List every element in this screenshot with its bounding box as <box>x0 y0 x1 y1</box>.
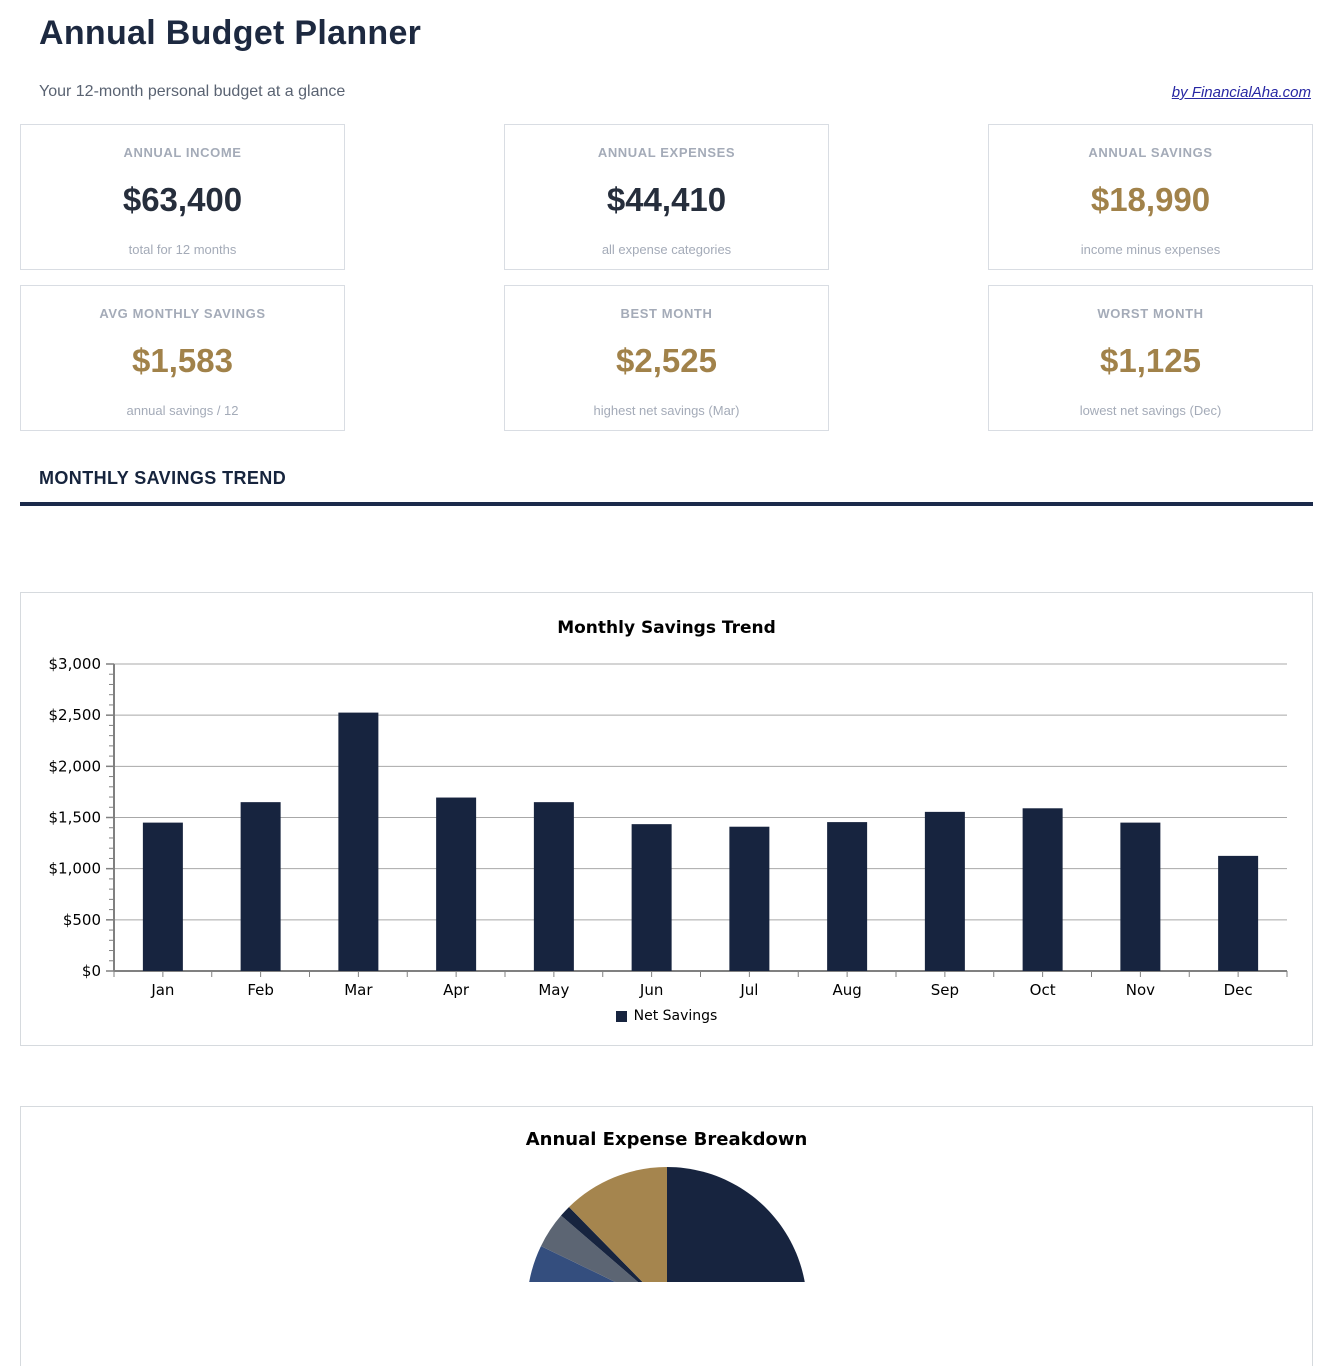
section-divider <box>20 502 1313 506</box>
page-header: Annual Budget Planner <box>20 0 1313 53</box>
x-label-apr: Apr <box>443 981 470 999</box>
stat-subtext: total for 12 months <box>128 242 237 257</box>
chart-legend: Net Savings <box>21 1008 1312 1024</box>
stats-row-2: AVG MONTHLY SAVINGS $1,583 annual saving… <box>20 285 1313 431</box>
x-label-jul: Jul <box>739 981 758 999</box>
stat-subtext: lowest net savings (Dec) <box>1079 403 1222 418</box>
page-title: Annual Budget Planner <box>39 14 422 52</box>
gold-slice <box>569 1167 667 1282</box>
x-label-jun: Jun <box>639 981 663 999</box>
bar-oct <box>1022 808 1063 971</box>
bar-aug <box>827 822 868 971</box>
annual-expense-pie-chart <box>529 1167 805 1282</box>
stat-subtext: highest net savings (Mar) <box>593 403 740 418</box>
stat-label: ANNUAL EXPENSES <box>597 145 736 160</box>
bar-dec <box>1218 855 1259 971</box>
x-label-mar: Mar <box>344 981 373 999</box>
section-heading-monthly-savings-trend: MONTHLY SAVINGS TREND <box>39 468 287 488</box>
bar-mar <box>338 712 379 971</box>
stat-card-best-month: BEST MONTH $2,525 highest net savings (M… <box>504 285 829 431</box>
bar-chart-title: Monthly Savings Trend <box>557 618 776 638</box>
bar-apr <box>436 797 477 971</box>
stat-value: $18,990 <box>1090 181 1211 218</box>
large-navy-slice <box>667 1167 805 1282</box>
bar-jun <box>631 824 672 971</box>
stat-value: $44,410 <box>606 181 727 218</box>
monthly-savings-trend-chart-card: Monthly Savings Trend $0 $500 $1,000 $1,500… <box>20 592 1313 1046</box>
x-label-jan: Jan <box>150 981 174 999</box>
x-label-feb: Feb <box>247 981 274 999</box>
stat-label: BEST MONTH <box>620 306 713 321</box>
x-label-aug: Aug <box>832 981 861 999</box>
bar-nov <box>1120 822 1161 971</box>
stat-card-annual-expenses: ANNUAL EXPENSES $44,410 all expense cate… <box>504 124 829 270</box>
svg-text:$1,000: $1,000 <box>49 860 102 878</box>
stat-value: $1,583 <box>132 342 233 379</box>
bar-jul <box>729 826 770 971</box>
svg-text:$1,500: $1,500 <box>49 809 102 827</box>
stat-value: $63,400 <box>122 181 243 218</box>
stat-card-worst-month: WORST MONTH $1,125 lowest net savings (D… <box>988 285 1313 431</box>
stat-label: ANNUAL INCOME <box>123 145 242 160</box>
steel-blue-slice <box>529 1246 616 1282</box>
stat-card-annual-income: ANNUAL INCOME $63,400 total for 12 month… <box>20 124 345 270</box>
svg-text:$0: $0 <box>82 962 101 980</box>
monthly-savings-bar-chart: $0 $500 $1,000 $1,500 $2,000 $2,500 $3,000 Jan F… <box>49 655 1288 999</box>
x-label-dec: Dec <box>1224 981 1253 999</box>
x-label-sep: Sep <box>931 981 959 999</box>
slate-gray-slice <box>540 1215 639 1282</box>
svg-text:$2,500: $2,500 <box>49 706 102 724</box>
stats-row-1: ANNUAL INCOME $63,400 total for 12 month… <box>20 124 1313 270</box>
legend-swatch-net-savings <box>615 1010 627 1022</box>
x-label-oct: Oct <box>1030 981 1056 999</box>
annual-expense-breakdown-chart-card: Annual Expense Breakdown <box>20 1106 1313 1366</box>
bar-sep <box>924 811 965 971</box>
stat-label: AVG MONTHLY SAVINGS <box>99 306 266 321</box>
stat-label: WORST MONTH <box>1097 306 1204 321</box>
stat-value: $1,125 <box>1100 342 1201 379</box>
bar-may <box>533 802 574 971</box>
stat-subtext: income minus expenses <box>1080 242 1221 257</box>
subtitle-row: Your 12-month personal budget at a glanc… <box>20 83 1313 101</box>
legend-label: Net Savings <box>633 1008 718 1024</box>
x-label-nov: Nov <box>1126 981 1155 999</box>
svg-text:$2,000: $2,000 <box>49 757 102 775</box>
stat-label: ANNUAL SAVINGS <box>1088 145 1213 160</box>
svg-text:$500: $500 <box>63 911 101 929</box>
navy-sliver-slice <box>561 1206 643 1282</box>
financialaha-link[interactable]: by FinancialAha.com <box>1171 84 1311 101</box>
page-subtitle: Your 12-month personal budget at a glanc… <box>39 83 346 100</box>
stat-card-annual-savings: ANNUAL SAVINGS $18,990 income minus expe… <box>988 124 1313 270</box>
stat-card-avg-monthly-savings: AVG MONTHLY SAVINGS $1,583 annual saving… <box>20 285 345 431</box>
bar-feb <box>240 802 281 971</box>
bar-jan <box>142 822 183 971</box>
stat-subtext: annual savings / 12 <box>126 403 239 418</box>
svg-text:$3,000: $3,000 <box>49 655 102 673</box>
x-label-may: May <box>538 981 569 999</box>
stat-subtext: all expense categories <box>601 242 732 257</box>
stat-value: $2,525 <box>616 342 717 379</box>
pie-chart-title: Annual Expense Breakdown <box>525 1129 808 1150</box>
